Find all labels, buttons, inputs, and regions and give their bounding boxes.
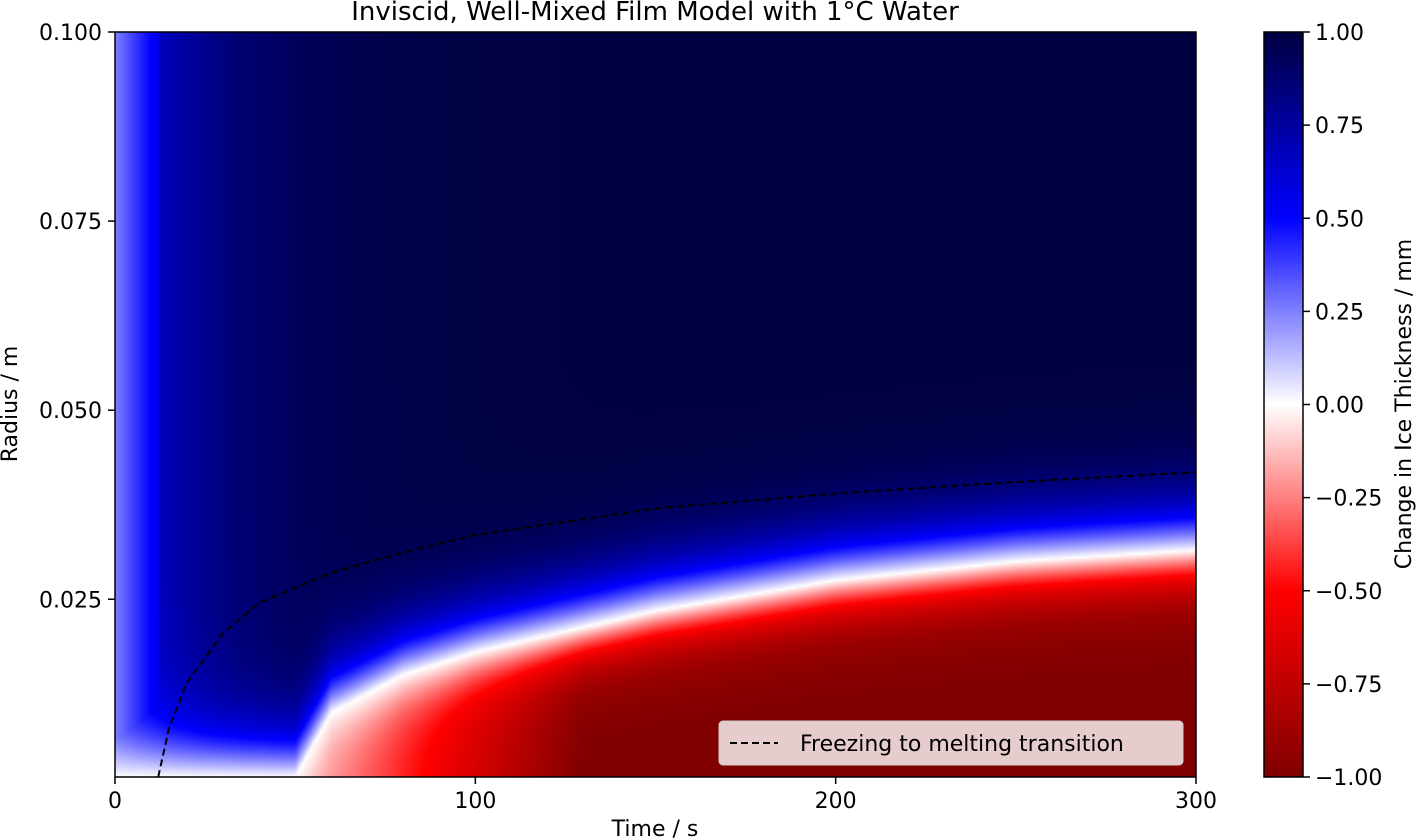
colorbar-tick-label: 0.00 [1315, 394, 1364, 419]
heatmap [115, 32, 1196, 777]
colorbar-tick-label: 0.75 [1315, 114, 1364, 139]
x-tick-label: 200 [815, 789, 857, 814]
y-tick-label: 0.050 [39, 399, 102, 424]
y-axis-label: Radius / m [0, 346, 23, 463]
colorbar-label: Change in Ice Thickness / mm [1392, 239, 1416, 569]
colorbar-tick-label: −0.75 [1315, 673, 1382, 698]
colorbar-tick-label: −0.25 [1315, 487, 1382, 512]
transition-line [157, 471, 1197, 778]
colorbar-ticks: 1.00 0.75 0.50 0.25 0.00 −0.25 −0.50 −0.75 −1.00 [1303, 21, 1382, 791]
colorbar-tick-label: −1.00 [1315, 766, 1382, 791]
legend-label: Freezing to melting transition [800, 732, 1124, 757]
colorbar-bar [1263, 31, 1304, 778]
y-axis: 0.025 0.050 0.075 0.100 [39, 21, 115, 613]
colorbar-tick-label: −0.50 [1315, 580, 1382, 605]
x-tick-label: 0 [108, 789, 122, 814]
plot-frame [114, 31, 1197, 778]
chart-title: Inviscid, Well-Mixed Film Model with 1°C… [351, 0, 959, 27]
colorbar-tick-label: 0.25 [1315, 300, 1364, 325]
legend-box [718, 720, 1184, 766]
colorbar-tick-label: 0.50 [1315, 207, 1364, 232]
x-tick-label: 100 [454, 789, 496, 814]
legend: Freezing to melting transition [718, 720, 1184, 766]
colorbar-tick-label: 1.00 [1315, 21, 1364, 46]
plot-area [114, 31, 1197, 778]
y-tick-label: 0.100 [39, 21, 102, 46]
x-tick-label: 300 [1175, 789, 1217, 814]
x-axis: 0 100 200 300 [108, 777, 1217, 814]
colorbar: 1.00 0.75 0.50 0.25 0.00 −0.25 −0.50 −0.75 −1.00… [1263, 21, 1416, 791]
y-tick-label: 0.075 [39, 210, 102, 235]
y-tick-label: 0.025 [39, 588, 102, 613]
x-axis-label: Time / s [611, 817, 699, 840]
